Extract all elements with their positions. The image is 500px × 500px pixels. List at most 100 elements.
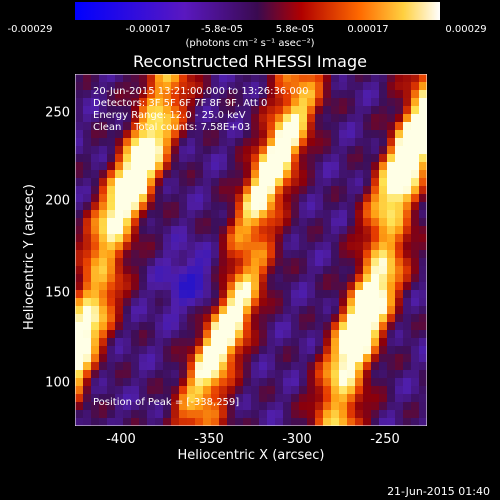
image-pixel bbox=[371, 170, 380, 179]
image-pixel bbox=[339, 330, 348, 339]
image-pixel bbox=[259, 322, 268, 331]
image-pixel bbox=[107, 170, 116, 179]
image-pixel bbox=[171, 98, 180, 107]
image-pixel bbox=[147, 122, 156, 131]
image-pixel bbox=[243, 210, 252, 219]
image-pixel bbox=[371, 202, 380, 211]
image-pixel bbox=[299, 226, 308, 235]
image-pixel bbox=[283, 370, 292, 379]
image-pixel bbox=[339, 242, 348, 251]
image-pixel bbox=[75, 226, 84, 235]
image-pixel bbox=[291, 178, 300, 187]
image-pixel bbox=[323, 178, 332, 187]
image-pixel bbox=[259, 418, 268, 426]
image-pixel bbox=[371, 258, 380, 267]
image-pixel bbox=[339, 402, 348, 411]
image-pixel bbox=[115, 282, 124, 291]
image-pixel bbox=[227, 130, 236, 139]
image-pixel bbox=[203, 74, 212, 83]
image-pixel bbox=[347, 74, 356, 83]
image-pixel bbox=[75, 410, 84, 419]
image-pixel bbox=[403, 410, 412, 419]
image-pixel bbox=[91, 418, 100, 426]
image-pixel bbox=[267, 314, 276, 323]
image-pixel bbox=[107, 210, 116, 219]
image-pixel bbox=[227, 122, 236, 131]
image-pixel bbox=[307, 274, 316, 283]
image-pixel bbox=[91, 210, 100, 219]
image-pixel bbox=[371, 410, 380, 419]
image-pixel bbox=[179, 322, 188, 331]
image-pixel bbox=[227, 266, 236, 275]
image-pixel bbox=[299, 90, 308, 99]
image-pixel bbox=[123, 378, 132, 387]
image-pixel bbox=[411, 186, 420, 195]
image-pixel bbox=[139, 242, 148, 251]
image-pixel bbox=[291, 306, 300, 315]
image-pixel bbox=[155, 250, 164, 259]
image-pixel bbox=[299, 266, 308, 275]
image-pixel bbox=[323, 154, 332, 163]
image-pixel bbox=[267, 122, 276, 131]
image-pixel bbox=[307, 186, 316, 195]
image-pixel bbox=[339, 114, 348, 123]
image-pixel bbox=[251, 138, 260, 147]
image-pixel bbox=[331, 298, 340, 307]
image-pixel bbox=[283, 362, 292, 371]
image-pixel bbox=[395, 178, 404, 187]
image-pixel bbox=[219, 322, 228, 331]
image-pixel bbox=[115, 138, 124, 147]
image-pixel bbox=[291, 242, 300, 251]
image-pixel bbox=[283, 122, 292, 131]
image-pixel bbox=[339, 298, 348, 307]
image-pixel bbox=[419, 106, 427, 115]
image-pixel bbox=[411, 338, 420, 347]
image-pixel bbox=[179, 234, 188, 243]
image-pixel bbox=[395, 354, 404, 363]
image-pixel bbox=[243, 354, 252, 363]
image-pixel bbox=[155, 74, 164, 83]
image-pixel bbox=[275, 186, 284, 195]
image-pixel bbox=[155, 266, 164, 275]
image-pixel bbox=[283, 114, 292, 123]
image-pixel bbox=[163, 354, 172, 363]
image-pixel bbox=[155, 162, 164, 171]
image-pixel bbox=[155, 314, 164, 323]
image-pixel bbox=[219, 186, 228, 195]
image-pixel bbox=[403, 402, 412, 411]
image-pixel bbox=[123, 258, 132, 267]
image-pixel bbox=[299, 338, 308, 347]
image-pixel bbox=[123, 234, 132, 243]
image-pixel bbox=[203, 282, 212, 291]
image-pixel bbox=[339, 202, 348, 211]
image-pixel bbox=[315, 394, 324, 403]
image-pixel bbox=[211, 258, 220, 267]
image-pixel bbox=[99, 402, 108, 411]
image-pixel bbox=[211, 154, 220, 163]
image-pixel bbox=[331, 314, 340, 323]
image-pixel bbox=[211, 242, 220, 251]
image-pixel bbox=[171, 146, 180, 155]
image-pixel bbox=[275, 410, 284, 419]
image-pixel bbox=[299, 410, 308, 419]
image-pixel bbox=[403, 90, 412, 99]
image-pixel bbox=[331, 306, 340, 315]
image-pixel bbox=[227, 306, 236, 315]
image-pixel bbox=[275, 170, 284, 179]
image-pixel bbox=[195, 186, 204, 195]
image-pixel bbox=[227, 242, 236, 251]
image-pixel bbox=[107, 330, 116, 339]
image-pixel bbox=[243, 402, 252, 411]
colorbar-tick: 5.8e-05 bbox=[275, 24, 315, 35]
image-pixel bbox=[115, 418, 124, 426]
image-pixel bbox=[411, 122, 420, 131]
image-pixel bbox=[219, 194, 228, 203]
image-pixel bbox=[203, 210, 212, 219]
image-pixel bbox=[147, 170, 156, 179]
image-pixel bbox=[267, 234, 276, 243]
image-pixel bbox=[411, 154, 420, 163]
image-pixel bbox=[379, 202, 388, 211]
image-pixel bbox=[291, 402, 300, 411]
image-pixel bbox=[267, 226, 276, 235]
image-pixel bbox=[131, 418, 140, 426]
